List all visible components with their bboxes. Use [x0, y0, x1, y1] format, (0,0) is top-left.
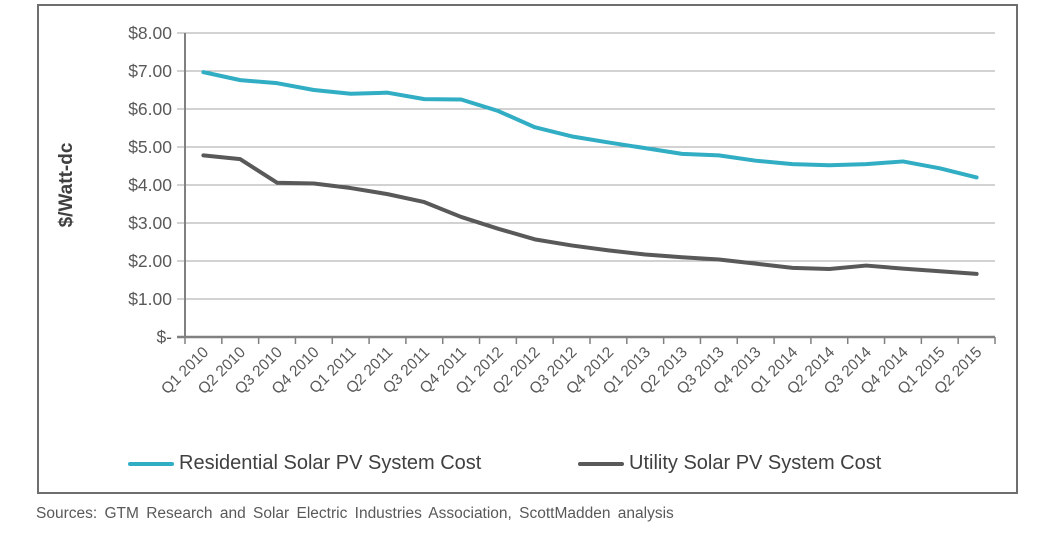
y-tick-label: $7.00	[128, 61, 172, 81]
source-note: Sources: GTM Research and Solar Electric…	[36, 505, 674, 522]
residential-line-swatch	[128, 461, 174, 466]
series-line-residential	[201, 70, 979, 180]
y-tick-label: $5.00	[128, 137, 172, 157]
y-tick-label: $-	[156, 327, 172, 347]
y-tick-label: $3.00	[128, 213, 172, 233]
utility-line-swatch	[578, 461, 624, 466]
y-tick-label: $8.00	[128, 23, 172, 43]
legend-label-utility: Utility Solar PV System Cost	[629, 452, 882, 474]
y-tick-label: $1.00	[128, 289, 172, 309]
y-tick-label: $6.00	[128, 99, 172, 119]
y-tick-label: $2.00	[128, 251, 172, 271]
legend-item-residential: Residential Solar PV System Cost	[128, 452, 481, 475]
legend-item-utility: Utility Solar PV System Cost	[578, 452, 881, 475]
y-axis-title: $/Watt-dc	[56, 142, 77, 228]
chart-frame	[37, 4, 1018, 494]
series-line-utility	[201, 153, 979, 276]
legend-label-residential: Residential Solar PV System Cost	[179, 452, 482, 474]
y-tick-label: $4.00	[128, 175, 172, 195]
